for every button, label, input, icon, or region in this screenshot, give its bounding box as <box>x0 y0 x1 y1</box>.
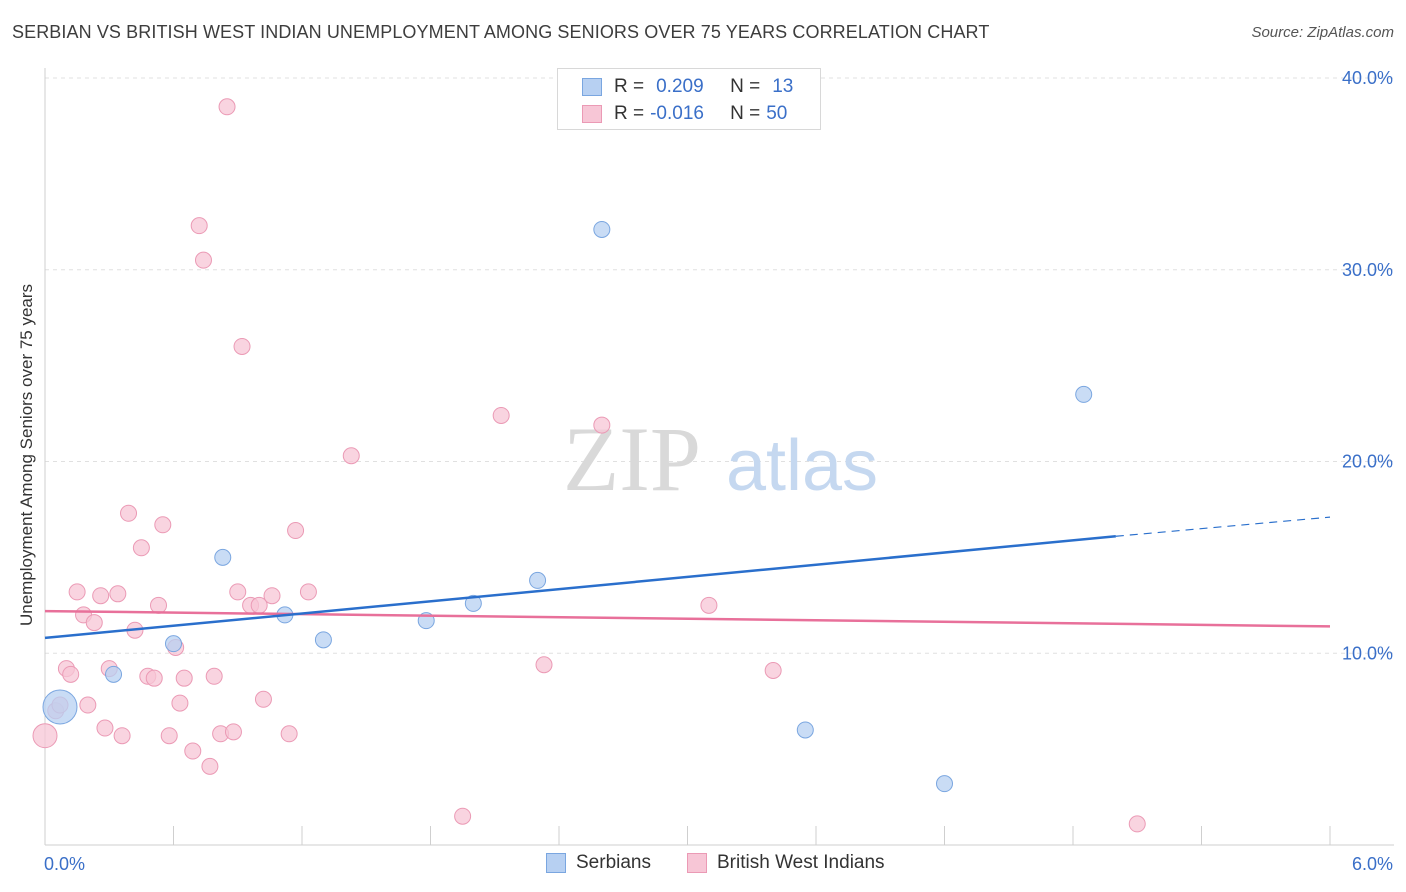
bwi-point <box>700 596 718 614</box>
bwi-point <box>764 662 782 680</box>
serbians-point <box>796 721 814 739</box>
stats-legend: R = 0.209 N = 13 R = -0.016 N = 50 <box>557 68 821 130</box>
chart-title: SERBIAN VS BRITISH WEST INDIAN UNEMPLOYM… <box>12 22 990 42</box>
bwi-point <box>1128 815 1146 833</box>
legend-row-bwi: R = -0.016 N = 50 <box>582 102 787 126</box>
serbians-swatch <box>582 78 602 96</box>
bwi-point <box>299 583 317 601</box>
bwi-point <box>224 723 242 741</box>
grid-lines <box>45 77 1394 654</box>
bwi-point <box>96 719 114 737</box>
bwi-point <box>171 694 189 712</box>
bottom-serbians-label: Serbians <box>576 852 651 873</box>
bwi-point <box>201 757 219 775</box>
bwi-point <box>194 251 212 269</box>
data-points <box>32 98 1146 833</box>
bwi-point <box>205 667 223 685</box>
bwi-point <box>62 665 80 683</box>
serbians-point <box>593 220 611 238</box>
bwi-point <box>287 522 305 540</box>
serbians-trend-line <box>44 535 1116 640</box>
tick-labels: 10.0% 20.0% 30.0% 40.0% 0.0% 6.0% <box>44 68 1393 874</box>
bwi-point <box>79 696 97 714</box>
serbians-point <box>1075 385 1093 403</box>
serbians-point <box>314 631 332 649</box>
bwi-point <box>263 587 281 605</box>
legend-row-serbians: R = 0.209 N = 13 <box>582 75 793 99</box>
bwi-point <box>85 614 103 632</box>
bwi-trend-line <box>44 609 1331 628</box>
bwi-point <box>190 217 208 235</box>
serbians-r-label: R = <box>614 76 645 97</box>
y-axis-label: Unemployment Among Seniors over 75 years <box>17 283 36 627</box>
axes <box>44 68 1394 846</box>
bwi-point <box>154 516 172 534</box>
serbians-point <box>936 775 953 793</box>
bwi-point <box>184 742 202 760</box>
bwi-point <box>132 539 150 557</box>
x-tick-label: 0.0% <box>44 854 85 874</box>
serbians-point <box>214 548 232 566</box>
trend-lines <box>44 516 1331 640</box>
bwi-point <box>175 669 193 687</box>
bottom-serbians-swatch <box>546 853 566 873</box>
bwi-point <box>342 447 360 465</box>
serbians-r-value: 0.209 <box>656 76 704 97</box>
bwi-point <box>233 337 251 355</box>
serbians-point <box>529 571 547 589</box>
bwi-point <box>160 727 178 745</box>
watermark-zip: ZIP <box>563 408 701 510</box>
y-tick-label: 20.0% <box>1342 452 1393 472</box>
bwi-point <box>218 98 236 116</box>
source-label: Source: ZipAtlas.com <box>1251 24 1394 41</box>
bwi-point <box>32 723 58 749</box>
bottom-bwi-swatch <box>687 853 707 873</box>
bwi-r-label: R = <box>614 103 645 124</box>
x-tick-label: 6.0% <box>1352 854 1393 874</box>
bwi-point <box>492 406 510 424</box>
bwi-point <box>280 725 298 743</box>
bottom-legend-serbians: Serbians <box>546 852 651 874</box>
bottom-legend-bwi: British West Indians <box>687 852 885 874</box>
serbians-point <box>464 594 482 612</box>
bottom-legend: Serbians British West Indians <box>0 852 1406 878</box>
bwi-point <box>109 585 127 603</box>
bwi-point <box>254 690 272 708</box>
bwi-point <box>535 656 553 674</box>
bwi-n-label: N = <box>730 103 761 124</box>
y-tick-label: 10.0% <box>1342 643 1393 663</box>
bwi-n-value: 50 <box>766 103 788 124</box>
bwi-point <box>229 583 247 601</box>
bwi-point <box>92 587 110 605</box>
bottom-bwi-label: British West Indians <box>717 852 885 873</box>
bwi-r-value: -0.016 <box>650 103 704 124</box>
bwi-point <box>150 596 168 614</box>
watermark-atlas: atlas <box>726 426 878 506</box>
serbians-point <box>165 635 182 653</box>
serbians-trend-extension <box>1115 516 1331 537</box>
serbians-point <box>42 689 78 725</box>
bwi-point <box>454 807 472 825</box>
serbians-n-value: 13 <box>772 76 794 97</box>
serbians-n-label: N = <box>730 76 761 97</box>
y-tick-label: 30.0% <box>1342 260 1393 280</box>
bwi-point <box>593 416 611 434</box>
serbians-point <box>105 665 123 683</box>
bwi-swatch <box>582 105 602 123</box>
bwi-point <box>113 727 131 745</box>
bwi-point <box>145 669 163 687</box>
y-tick-label: 40.0% <box>1342 68 1393 88</box>
bwi-point <box>120 504 138 522</box>
bwi-point <box>68 583 86 601</box>
